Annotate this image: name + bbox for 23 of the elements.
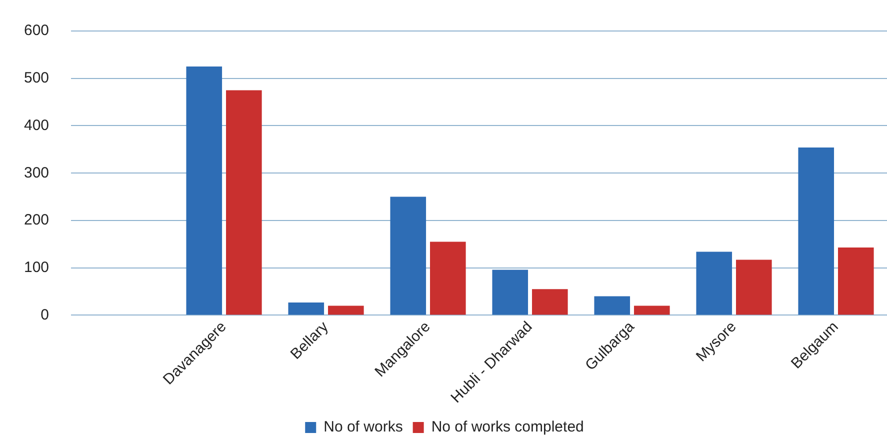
- bar: [430, 242, 466, 315]
- bar: [328, 306, 364, 315]
- bar: [532, 289, 568, 315]
- bar: [594, 296, 630, 315]
- bar: [226, 90, 262, 315]
- bar: [186, 66, 222, 315]
- y-tick-label: 400: [24, 116, 50, 134]
- bar: [492, 270, 528, 315]
- bar: [634, 306, 670, 315]
- legend-label: No of works: [324, 418, 403, 436]
- y-tick-label: 300: [24, 164, 50, 182]
- bar: [798, 148, 834, 315]
- bar: [736, 260, 772, 315]
- y-tick-label: 200: [24, 212, 50, 229]
- bar: [390, 196, 426, 315]
- bar: [696, 252, 732, 315]
- y-tick-label: 100: [24, 259, 50, 276]
- y-tick-label: 600: [24, 22, 50, 40]
- legend-label: No of works completed: [431, 418, 584, 436]
- bar: [838, 247, 874, 315]
- bar: [288, 302, 324, 315]
- y-tick-label: 0: [40, 306, 50, 324]
- y-tick-label: 500: [24, 70, 50, 87]
